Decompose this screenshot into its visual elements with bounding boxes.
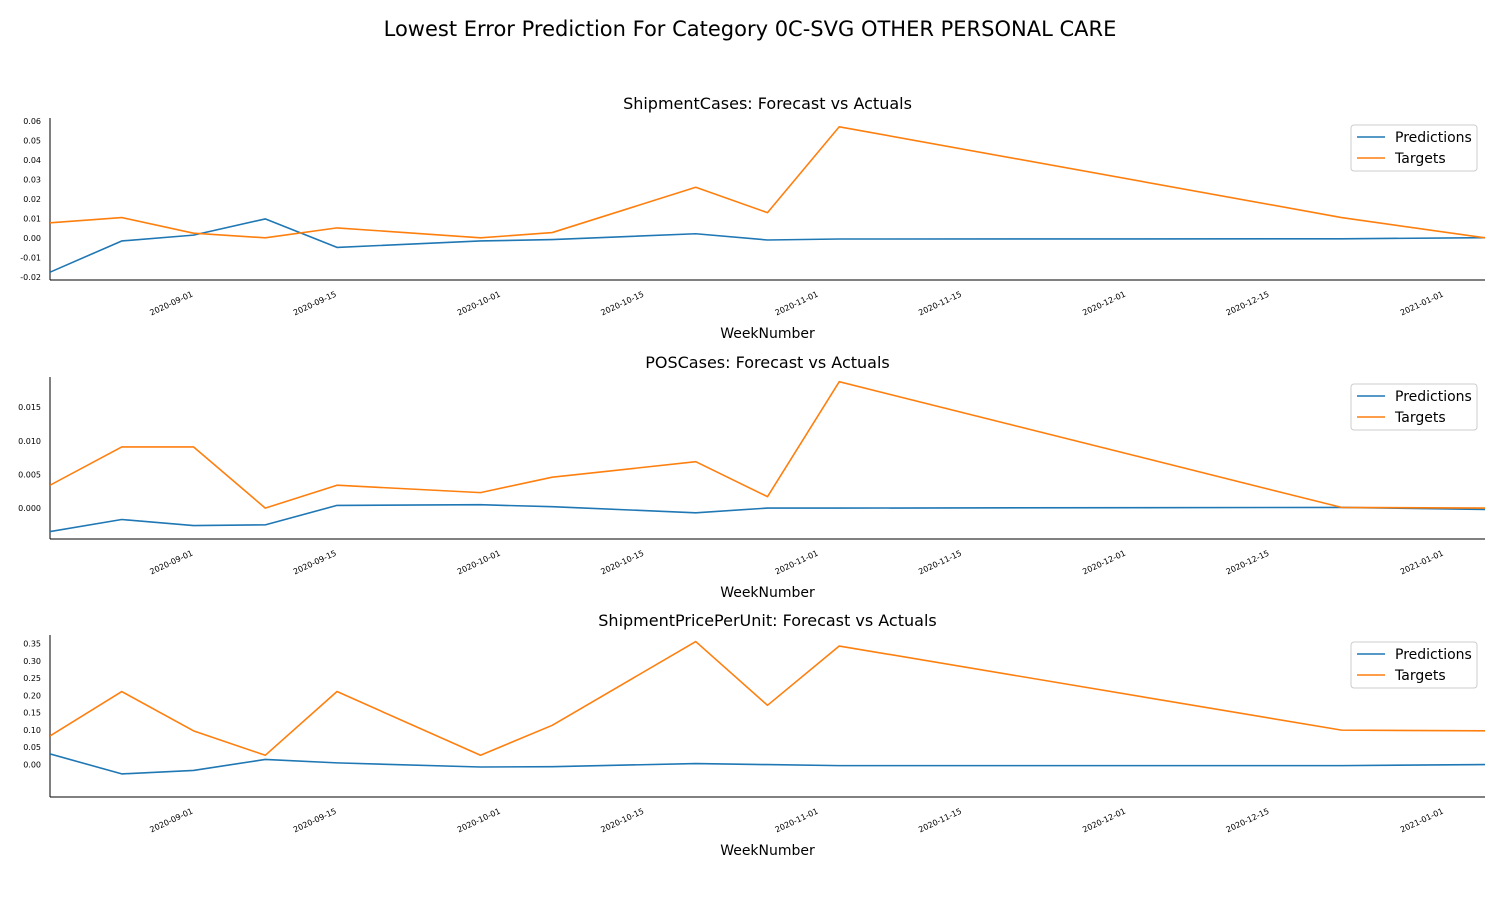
x-tick-label: 2020-12-01 <box>1081 290 1127 318</box>
subplots: ShipmentCases: Forecast vs Actuals -0.02 -… <box>18 94 1486 859</box>
series-line-predictions <box>50 503 1485 533</box>
series-line-targets <box>50 640 1485 757</box>
x-tick-label: 2021-01-01 <box>1399 549 1445 577</box>
legend-label-predictions: Predictions <box>1395 389 1472 405</box>
series-line-predictions <box>50 753 1485 775</box>
subplot-1: ShipmentCases: Forecast vs Actuals -0.02 -… <box>20 94 1486 342</box>
x-tick-label: 2021-01-01 <box>1399 807 1445 835</box>
series-line-targets <box>50 380 1485 509</box>
y-tick-label: 0.20 <box>23 691 41 700</box>
legend: Predictions Targets <box>1350 124 1478 172</box>
y-tick-label: 0.30 <box>23 657 41 666</box>
legend-label-targets: Targets <box>1394 668 1446 684</box>
series-line-targets <box>50 125 1485 239</box>
figure-title: Lowest Error Prediction For Category 0C-… <box>384 17 1117 41</box>
x-tick-label: 2020-11-15 <box>917 290 963 318</box>
x-axis-label: WeekNumber <box>720 585 815 601</box>
x-tick-label: 2020-11-01 <box>774 290 820 318</box>
subplot-3: ShipmentPricePerUnit: Forecast vs Actual… <box>23 611 1486 859</box>
y-tick-label: 0.000 <box>18 504 41 513</box>
y-tick-label: 0.35 <box>23 640 41 649</box>
x-tick-label: 2020-09-01 <box>148 807 194 835</box>
y-tick-label: 0.05 <box>23 136 41 145</box>
y-tick-label: 0.25 <box>23 674 41 683</box>
y-tick-label: 0.03 <box>23 175 41 184</box>
y-tick-label: 0.010 <box>18 437 41 446</box>
x-tick-label: 2020-09-15 <box>292 290 338 318</box>
x-tick-label: 2020-10-15 <box>599 290 645 318</box>
legend-label-predictions: Predictions <box>1395 647 1472 663</box>
x-tick-label: 2020-12-15 <box>1225 549 1271 577</box>
x-tick-label: 2020-11-01 <box>774 549 820 577</box>
subplot-title: ShipmentPricePerUnit: Forecast vs Actual… <box>598 611 936 630</box>
legend: Predictions Targets <box>1350 641 1478 689</box>
x-tick-label: 2020-11-15 <box>917 549 963 577</box>
x-tick-label: 2020-12-01 <box>1081 807 1127 835</box>
x-tick-label: 2020-09-15 <box>292 807 338 835</box>
legend-label-targets: Targets <box>1394 410 1446 426</box>
y-tick-label: -0.02 <box>20 273 41 282</box>
legend-label-predictions: Predictions <box>1395 130 1472 146</box>
subplot-2: POSCases: Forecast vs Actuals 0.000 0.005 0… <box>18 353 1486 601</box>
x-tick-label: 2020-09-01 <box>148 290 194 318</box>
x-axis-label: WeekNumber <box>720 843 815 859</box>
x-tick-label: 2020-12-01 <box>1081 549 1127 577</box>
x-tick-label: 2020-12-15 <box>1225 807 1271 835</box>
series-line-predictions <box>50 218 1485 273</box>
x-tick-label: 2020-10-01 <box>456 807 502 835</box>
y-tick-label: 0.04 <box>23 156 41 165</box>
x-tick-label: 2020-10-15 <box>599 807 645 835</box>
subplot-title: POSCases: Forecast vs Actuals <box>645 353 890 372</box>
x-tick-label: 2020-09-01 <box>148 549 194 577</box>
x-tick-label: 2020-10-15 <box>599 549 645 577</box>
x-axis-label: WeekNumber <box>720 326 815 342</box>
y-tick-label: 0.00 <box>23 234 41 243</box>
y-tick-label: 0.15 <box>23 709 41 718</box>
subplot-title: ShipmentCases: Forecast vs Actuals <box>623 94 912 113</box>
x-tick-label: 2020-11-01 <box>774 807 820 835</box>
y-tick-label: 0.00 <box>23 760 41 769</box>
y-tick-label: 0.01 <box>23 215 41 224</box>
y-tick-label: 0.10 <box>23 726 41 735</box>
x-tick-label: 2020-11-15 <box>917 807 963 835</box>
x-tick-label: 2020-12-15 <box>1225 290 1271 318</box>
y-tick-label: 0.05 <box>23 743 41 752</box>
y-tick-label: 0.005 <box>18 470 41 479</box>
x-tick-label: 2021-01-01 <box>1399 290 1445 318</box>
x-tick-label: 2020-10-01 <box>456 290 502 318</box>
x-tick-label: 2020-10-01 <box>456 549 502 577</box>
y-tick-label: 0.06 <box>23 117 41 126</box>
legend-label-targets: Targets <box>1394 151 1446 167</box>
y-tick-label: -0.01 <box>20 254 41 263</box>
legend: Predictions Targets <box>1350 383 1478 431</box>
y-tick-label: 0.02 <box>23 195 41 204</box>
y-tick-label: 0.015 <box>18 403 41 412</box>
x-tick-label: 2020-09-15 <box>292 549 338 577</box>
